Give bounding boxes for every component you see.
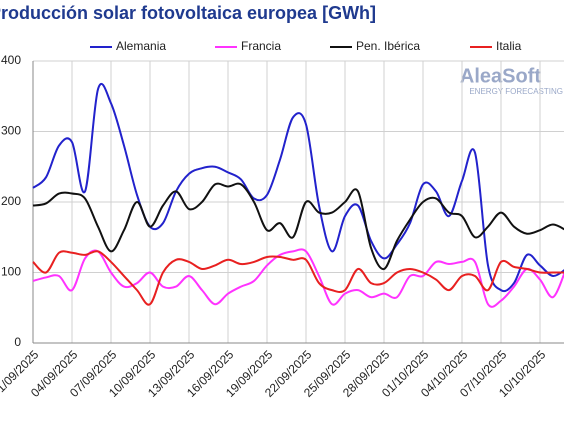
y-tick-label: 400 [1, 53, 21, 67]
legend-label: Italia [496, 39, 522, 53]
series-line [32, 82, 564, 293]
chart-title: Producción solar fotovoltaica europea [G… [0, 3, 376, 23]
series-line [32, 182, 564, 270]
y-tick-label: 0 [14, 335, 21, 349]
legend-label: Pen. Ibérica [356, 39, 420, 53]
y-tick-label: 300 [1, 124, 21, 138]
logo-subtitle: ENERGY FORECASTING [469, 87, 563, 96]
legend-label: Alemania [116, 39, 166, 53]
series-line [32, 250, 564, 306]
series-line [32, 248, 564, 308]
y-tick-label: 100 [1, 265, 21, 279]
y-tick-label: 200 [1, 194, 21, 208]
legend-label: Francia [241, 39, 281, 53]
